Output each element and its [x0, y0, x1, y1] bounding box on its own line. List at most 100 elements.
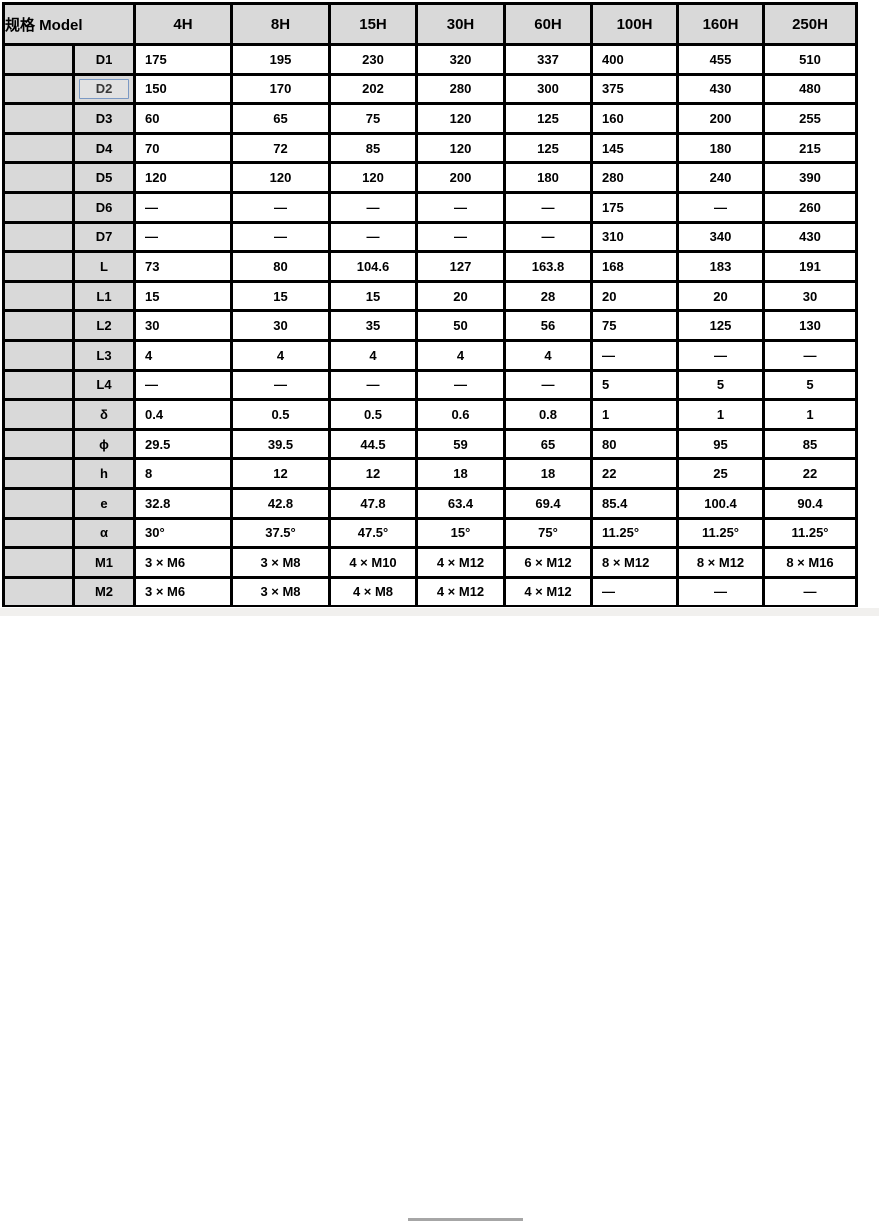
cell-d1-160h[interactable]: 455: [678, 45, 764, 75]
cell-α-30h[interactable]: 15°: [417, 518, 505, 548]
spacer-cell[interactable]: [4, 104, 74, 134]
cell-m2-15h[interactable]: 4 × M8: [330, 577, 417, 607]
spacer-cell[interactable]: [4, 222, 74, 252]
cell-d4-100h[interactable]: 145: [592, 133, 678, 163]
column-header-8h[interactable]: 8H: [232, 4, 330, 45]
cell-e-30h[interactable]: 63.4: [417, 488, 505, 518]
cell-d3-8h[interactable]: 65: [232, 104, 330, 134]
cell-d2-250h[interactable]: 480: [764, 74, 857, 104]
cell-δ-4h[interactable]: 0.4: [135, 400, 232, 430]
spacer-cell[interactable]: [4, 400, 74, 430]
row-label-l2[interactable]: L2: [74, 311, 135, 341]
row-label-α[interactable]: α: [74, 518, 135, 548]
cell-d5-30h[interactable]: 200: [417, 163, 505, 193]
column-header-250h[interactable]: 250H: [764, 4, 857, 45]
cell-d2-4h[interactable]: 150: [135, 74, 232, 104]
cell-l2-30h[interactable]: 50: [417, 311, 505, 341]
cell-d7-60h[interactable]: —: [505, 222, 592, 252]
cell-d4-15h[interactable]: 85: [330, 133, 417, 163]
cell-m2-160h[interactable]: —: [678, 577, 764, 607]
cell-m1-250h[interactable]: 8 × M16: [764, 548, 857, 578]
cell-h-4h[interactable]: 8: [135, 459, 232, 489]
cell-α-60h[interactable]: 75°: [505, 518, 592, 548]
cell-d1-30h[interactable]: 320: [417, 45, 505, 75]
row-label-d2[interactable]: D2: [74, 74, 135, 104]
cell-δ-100h[interactable]: 1: [592, 400, 678, 430]
cell-ϕ-60h[interactable]: 65: [505, 429, 592, 459]
cell-m1-8h[interactable]: 3 × M8: [232, 548, 330, 578]
cell-d5-250h[interactable]: 390: [764, 163, 857, 193]
cell-d5-8h[interactable]: 120: [232, 163, 330, 193]
cell-d3-30h[interactable]: 120: [417, 104, 505, 134]
cell-l4-160h[interactable]: 5: [678, 370, 764, 400]
cell-m1-160h[interactable]: 8 × M12: [678, 548, 764, 578]
spacer-cell[interactable]: [4, 518, 74, 548]
cell-l-250h[interactable]: 191: [764, 252, 857, 282]
row-label-d3[interactable]: D3: [74, 104, 135, 134]
cell-α-250h[interactable]: 11.25°: [764, 518, 857, 548]
cell-l3-4h[interactable]: 4: [135, 340, 232, 370]
cell-l2-60h[interactable]: 56: [505, 311, 592, 341]
cell-d4-30h[interactable]: 120: [417, 133, 505, 163]
cell-l1-100h[interactable]: 20: [592, 281, 678, 311]
column-header-30h[interactable]: 30H: [417, 4, 505, 45]
cell-m1-15h[interactable]: 4 × M10: [330, 548, 417, 578]
cell-d1-4h[interactable]: 175: [135, 45, 232, 75]
cell-d6-8h[interactable]: —: [232, 192, 330, 222]
column-header-60h[interactable]: 60H: [505, 4, 592, 45]
spacer-cell[interactable]: [4, 370, 74, 400]
cell-l1-60h[interactable]: 28: [505, 281, 592, 311]
cell-δ-8h[interactable]: 0.5: [232, 400, 330, 430]
cell-m1-4h[interactable]: 3 × M6: [135, 548, 232, 578]
spacer-cell[interactable]: [4, 45, 74, 75]
cell-d7-100h[interactable]: 310: [592, 222, 678, 252]
cell-l-100h[interactable]: 168: [592, 252, 678, 282]
row-label-l3[interactable]: L3: [74, 340, 135, 370]
cell-d5-100h[interactable]: 280: [592, 163, 678, 193]
cell-l4-15h[interactable]: —: [330, 370, 417, 400]
cell-m2-60h[interactable]: 4 × M12: [505, 577, 592, 607]
cell-l4-250h[interactable]: 5: [764, 370, 857, 400]
spacer-cell[interactable]: [4, 74, 74, 104]
cell-l-4h[interactable]: 73: [135, 252, 232, 282]
cell-α-100h[interactable]: 11.25°: [592, 518, 678, 548]
cell-α-8h[interactable]: 37.5°: [232, 518, 330, 548]
row-label-l4[interactable]: L4: [74, 370, 135, 400]
row-label-d1[interactable]: D1: [74, 45, 135, 75]
row-label-l[interactable]: L: [74, 252, 135, 282]
cell-l3-100h[interactable]: —: [592, 340, 678, 370]
column-header-100h[interactable]: 100H: [592, 4, 678, 45]
spacer-cell[interactable]: [4, 311, 74, 341]
cell-e-100h[interactable]: 85.4: [592, 488, 678, 518]
row-label-l1[interactable]: L1: [74, 281, 135, 311]
cell-d6-160h[interactable]: —: [678, 192, 764, 222]
cell-h-60h[interactable]: 18: [505, 459, 592, 489]
cell-d2-30h[interactable]: 280: [417, 74, 505, 104]
cell-d4-160h[interactable]: 180: [678, 133, 764, 163]
cell-l-15h[interactable]: 104.6: [330, 252, 417, 282]
cell-l1-4h[interactable]: 15: [135, 281, 232, 311]
cell-d1-8h[interactable]: 195: [232, 45, 330, 75]
cell-l2-15h[interactable]: 35: [330, 311, 417, 341]
cell-l3-15h[interactable]: 4: [330, 340, 417, 370]
cell-l2-160h[interactable]: 125: [678, 311, 764, 341]
cell-l2-8h[interactable]: 30: [232, 311, 330, 341]
cell-m1-60h[interactable]: 6 × M12: [505, 548, 592, 578]
cell-d4-60h[interactable]: 125: [505, 133, 592, 163]
cell-l-60h[interactable]: 163.8: [505, 252, 592, 282]
cell-δ-60h[interactable]: 0.8: [505, 400, 592, 430]
cell-m2-250h[interactable]: —: [764, 577, 857, 607]
row-label-d4[interactable]: D4: [74, 133, 135, 163]
cell-d2-8h[interactable]: 170: [232, 74, 330, 104]
cell-m1-100h[interactable]: 8 × M12: [592, 548, 678, 578]
cell-e-250h[interactable]: 90.4: [764, 488, 857, 518]
cell-e-60h[interactable]: 69.4: [505, 488, 592, 518]
cell-l4-100h[interactable]: 5: [592, 370, 678, 400]
cell-d1-60h[interactable]: 337: [505, 45, 592, 75]
cell-d6-60h[interactable]: —: [505, 192, 592, 222]
cell-l1-30h[interactable]: 20: [417, 281, 505, 311]
cell-d4-250h[interactable]: 215: [764, 133, 857, 163]
cell-d6-100h[interactable]: 175: [592, 192, 678, 222]
row-label-d6[interactable]: D6: [74, 192, 135, 222]
spacer-cell[interactable]: [4, 488, 74, 518]
